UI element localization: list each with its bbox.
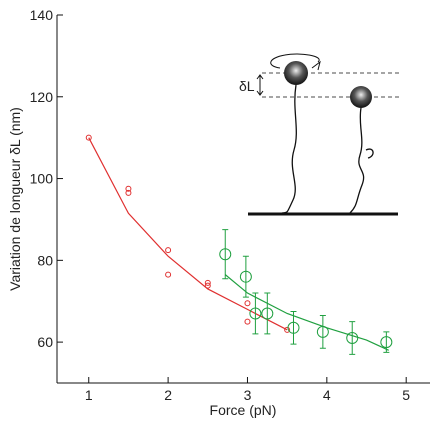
- data-point: [346, 332, 359, 345]
- y-tick-label: 60: [37, 334, 53, 350]
- data-point: [85, 134, 92, 141]
- data-point: [284, 326, 291, 333]
- data-point: [244, 300, 251, 307]
- y-tick-label: 140: [30, 7, 54, 23]
- data-point: [165, 247, 172, 254]
- data-point: [380, 336, 393, 349]
- data-point: [204, 282, 211, 289]
- x-tick-label: 2: [164, 387, 172, 403]
- tether: [281, 84, 297, 214]
- y-tick-label: 100: [30, 171, 54, 187]
- data-point: [261, 307, 274, 320]
- error-bar: [252, 292, 259, 335]
- data-point: [204, 279, 211, 286]
- rotation-arrow: [270, 53, 320, 69]
- x-tick-label: 4: [323, 387, 331, 403]
- data-point: [249, 307, 262, 320]
- error-bar: [349, 321, 356, 355]
- x-axis-label: Force (pN): [210, 402, 277, 418]
- x-tick-label: 5: [402, 387, 410, 403]
- data-point: [287, 321, 300, 334]
- x-tick-label: 1: [85, 387, 93, 403]
- tether-loop: [365, 148, 374, 159]
- data-point: [244, 318, 251, 325]
- data-point: [165, 271, 172, 278]
- inset-diagram: [248, 53, 400, 216]
- tether: [349, 107, 365, 214]
- fit-line: [88, 137, 288, 331]
- data-point: [219, 248, 232, 261]
- y-tick-label: 120: [30, 89, 54, 105]
- error-bar: [222, 229, 229, 280]
- data-point: [125, 189, 132, 196]
- rotation-arrowhead: [311, 60, 321, 71]
- bead: [284, 61, 308, 85]
- y-axis-label: Variation de longueur δL (nm): [7, 107, 23, 291]
- data-point: [239, 270, 252, 283]
- data-point: [316, 325, 329, 338]
- annotation: δL: [239, 78, 255, 94]
- error-bar: [242, 255, 249, 298]
- error-bar: [264, 292, 271, 335]
- bead: [350, 86, 372, 108]
- dl-arrowhead: [256, 74, 264, 96]
- y-tick-label: 80: [37, 252, 53, 268]
- fit-line: [224, 274, 389, 351]
- x-tick-label: 3: [244, 387, 252, 403]
- error-bar: [290, 310, 297, 345]
- error-bar: [319, 315, 326, 349]
- data-point: [125, 185, 132, 192]
- error-bar: [383, 331, 390, 353]
